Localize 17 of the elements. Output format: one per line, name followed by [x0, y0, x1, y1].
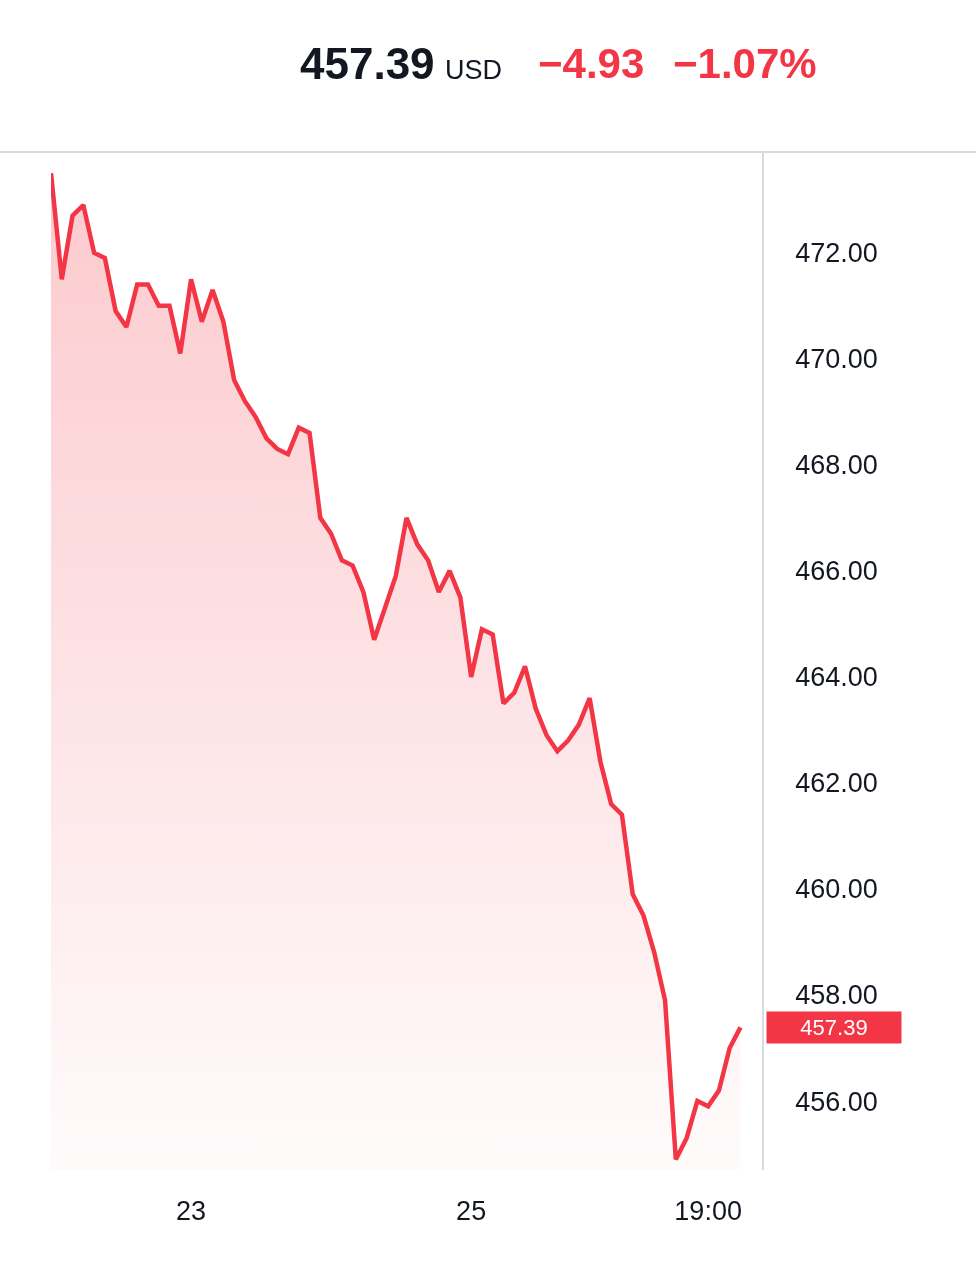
x-tick-label: 25 — [456, 1196, 487, 1226]
text: 457.39 — [800, 1015, 868, 1040]
y-tick-label: 460.00 — [795, 874, 878, 905]
y-tick-label: 470.00 — [795, 344, 878, 375]
y-tick-label: 466.00 — [795, 556, 878, 587]
text: USD — [445, 55, 503, 85]
y-tick-label: 462.00 — [795, 768, 878, 799]
y-tick-label: 472.00 — [795, 238, 878, 269]
text: −4.93 — [538, 40, 645, 87]
x-tick-label: 19:00 — [674, 1196, 742, 1226]
y-tick-label: 468.00 — [795, 450, 878, 481]
y-tick-label: 464.00 — [795, 662, 878, 693]
text: −1.07% — [673, 40, 817, 87]
text: 457.39 — [300, 39, 435, 89]
y-tick-label: 456.00 — [795, 1086, 878, 1117]
y-tick-label: 458.00 — [795, 980, 878, 1011]
x-tick-label: 23 — [176, 1196, 207, 1226]
